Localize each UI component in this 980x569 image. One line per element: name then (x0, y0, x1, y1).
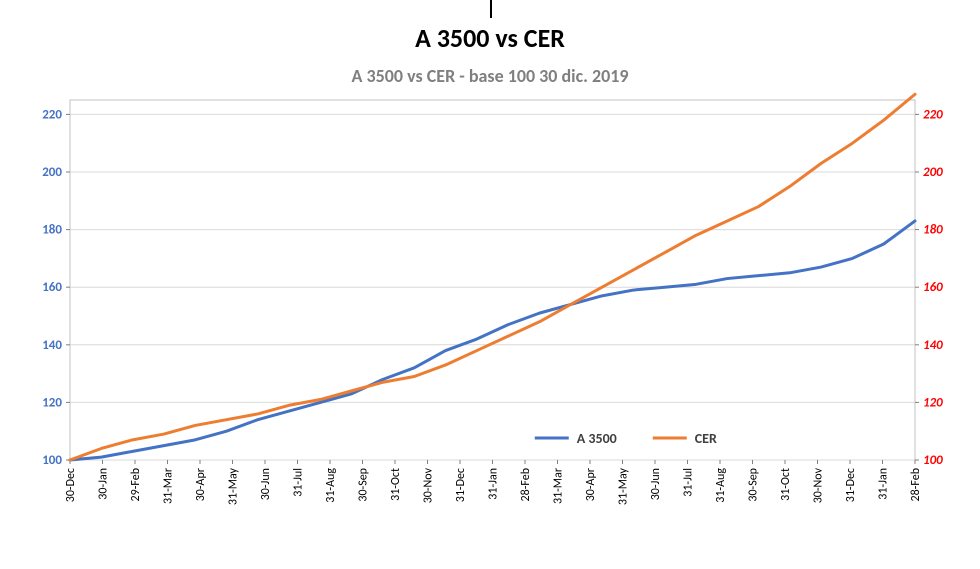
page-title: A 3500 vs CER (0, 22, 980, 54)
svg-text:160: 160 (923, 280, 943, 295)
svg-text:30-Jun: 30-Jun (259, 468, 273, 500)
svg-text:100: 100 (923, 453, 943, 468)
svg-text:31-Jul: 31-Jul (682, 468, 696, 497)
svg-text:30-Nov: 30-Nov (812, 467, 826, 503)
svg-text:180: 180 (923, 223, 943, 238)
svg-text:28-Feb: 28-Feb (519, 468, 533, 501)
svg-text:220: 220 (923, 107, 943, 122)
page-tick-mark (490, 0, 492, 18)
svg-text:28-Feb: 28-Feb (909, 468, 923, 501)
svg-text:30-Apr: 30-Apr (194, 468, 208, 501)
chart-area: A 3500 vs CER - base 100 30 dic. 2019 100… (10, 60, 970, 560)
svg-text:30-Sep: 30-Sep (747, 468, 761, 502)
svg-text:120: 120 (923, 395, 943, 410)
svg-text:140: 140 (923, 338, 943, 353)
svg-text:CER: CER (695, 430, 717, 447)
svg-text:30-Jun: 30-Jun (649, 468, 663, 500)
svg-text:31-Mar: 31-Mar (552, 468, 566, 504)
svg-text:31-Jan: 31-Jan (877, 468, 891, 500)
svg-text:31-Aug: 31-Aug (714, 468, 728, 503)
svg-text:30-Dec: 30-Dec (64, 468, 78, 502)
svg-text:29-Feb: 29-Feb (129, 468, 143, 501)
svg-text:31-Aug: 31-Aug (324, 468, 338, 503)
svg-text:31-Jul: 31-Jul (292, 468, 306, 497)
svg-text:180: 180 (42, 223, 62, 238)
svg-text:100: 100 (42, 453, 62, 468)
svg-text:A 3500: A 3500 (577, 430, 617, 447)
svg-text:160: 160 (42, 280, 62, 295)
svg-text:140: 140 (42, 338, 62, 353)
svg-text:31-May: 31-May (617, 467, 631, 505)
line-chart: A 3500 vs CER - base 100 30 dic. 2019 100… (10, 60, 970, 560)
svg-text:200: 200 (42, 165, 62, 180)
svg-text:220: 220 (42, 107, 62, 122)
svg-text:30-Apr: 30-Apr (584, 468, 598, 501)
svg-text:200: 200 (923, 165, 943, 180)
svg-text:31-Dec: 31-Dec (454, 468, 468, 502)
svg-text:31-Jan: 31-Jan (487, 468, 501, 500)
svg-text:31-Mar: 31-Mar (162, 468, 176, 504)
svg-text:A 3500 vs CER - base 100 30: A 3500 vs CER - base 100 30 dic. 2019 (352, 65, 629, 87)
svg-text:30-Nov: 30-Nov (422, 467, 436, 503)
svg-text:30-Sep: 30-Sep (357, 468, 371, 502)
svg-text:31-Oct: 31-Oct (779, 468, 793, 501)
svg-text:31-May: 31-May (227, 467, 241, 505)
svg-text:120: 120 (42, 395, 62, 410)
svg-text:30-Jan: 30-Jan (97, 468, 111, 500)
svg-text:31-Oct: 31-Oct (389, 468, 403, 501)
svg-text:31-Dec: 31-Dec (844, 468, 858, 502)
